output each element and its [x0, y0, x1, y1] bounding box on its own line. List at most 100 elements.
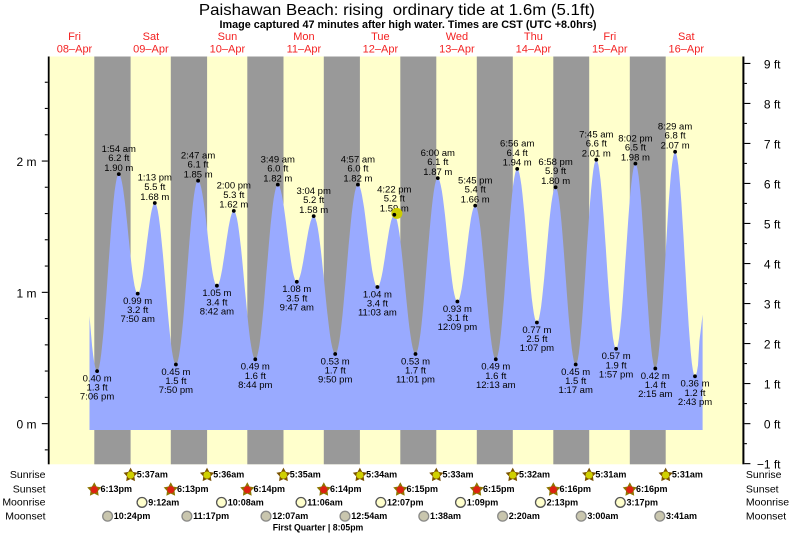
svg-text:1.62 m: 1.62 m — [219, 200, 248, 211]
svg-text:9:50 pm: 9:50 pm — [318, 375, 352, 386]
svg-text:2.5 ft: 2.5 ft — [526, 334, 547, 345]
svg-text:5.5 ft: 5.5 ft — [144, 182, 165, 193]
svg-text:Sunset: Sunset — [13, 483, 46, 495]
svg-text:5.3 ft: 5.3 ft — [223, 190, 244, 201]
svg-text:6.8 ft: 6.8 ft — [665, 131, 686, 142]
svg-text:6.0 ft: 6.0 ft — [267, 164, 288, 175]
svg-text:5:45 pm: 5:45 pm — [458, 175, 492, 186]
svg-text:5:31am: 5:31am — [595, 470, 626, 480]
svg-text:1.5 ft: 1.5 ft — [165, 376, 186, 387]
svg-text:5.9 ft: 5.9 ft — [545, 166, 566, 177]
svg-text:Sunrise: Sunrise — [746, 469, 782, 481]
svg-text:0.53 m: 0.53 m — [401, 356, 430, 367]
svg-text:6:14pm: 6:14pm — [330, 484, 362, 494]
svg-text:0 m: 0 m — [16, 418, 36, 432]
svg-text:Sun: Sun — [218, 31, 238, 43]
svg-text:3:49 am: 3:49 am — [261, 154, 295, 165]
svg-text:1.82 m: 1.82 m — [343, 173, 372, 184]
svg-text:0.45 m: 0.45 m — [561, 367, 590, 378]
svg-text:2:00 pm: 2:00 pm — [217, 181, 251, 192]
svg-text:15–Apr: 15–Apr — [592, 43, 628, 55]
svg-text:1.08 m: 1.08 m — [282, 284, 311, 295]
svg-text:1.5 ft: 1.5 ft — [565, 376, 586, 387]
svg-text:6:15pm: 6:15pm — [407, 484, 439, 494]
svg-text:0.45 m: 0.45 m — [161, 367, 190, 378]
svg-text:5 ft: 5 ft — [764, 218, 781, 232]
svg-text:1.6 ft: 1.6 ft — [485, 371, 506, 382]
svg-text:1:57 pm: 1:57 pm — [599, 369, 633, 380]
svg-text:First Quarter | 8:05pm: First Quarter | 8:05pm — [273, 523, 364, 533]
svg-text:12:07pm: 12:07pm — [387, 497, 424, 507]
svg-text:09–Apr: 09–Apr — [133, 43, 169, 55]
svg-text:11:03 am: 11:03 am — [358, 308, 397, 319]
svg-text:3.2 ft: 3.2 ft — [127, 305, 148, 316]
svg-text:1.87 m: 1.87 m — [423, 167, 452, 178]
svg-text:6:16pm: 6:16pm — [636, 484, 668, 494]
svg-text:3:17pm: 3:17pm — [627, 497, 659, 507]
svg-text:2:20am: 2:20am — [509, 511, 540, 521]
svg-text:8:02 pm: 8:02 pm — [618, 133, 652, 144]
svg-text:9:12am: 9:12am — [148, 497, 179, 507]
svg-text:0.77 m: 0.77 m — [522, 325, 551, 336]
svg-text:16–Apr: 16–Apr — [669, 43, 705, 55]
svg-text:Sat: Sat — [143, 31, 160, 43]
svg-text:3:04 pm: 3:04 pm — [297, 186, 331, 197]
svg-text:6.2 ft: 6.2 ft — [108, 153, 129, 164]
svg-text:0.42 m: 0.42 m — [641, 371, 670, 382]
svg-text:7 ft: 7 ft — [764, 138, 781, 152]
svg-text:6:15pm: 6:15pm — [483, 484, 515, 494]
svg-text:1.98 m: 1.98 m — [621, 152, 650, 163]
svg-text:6.1 ft: 6.1 ft — [427, 157, 448, 168]
svg-text:7:50 am: 7:50 am — [121, 314, 155, 325]
svg-text:12–Apr: 12–Apr — [363, 43, 399, 55]
svg-text:1.80 m: 1.80 m — [541, 176, 570, 187]
svg-text:Sunset: Sunset — [746, 483, 779, 495]
svg-text:4:57 am: 4:57 am — [341, 154, 375, 165]
svg-text:1:09pm: 1:09pm — [467, 497, 499, 507]
svg-text:08–Apr: 08–Apr — [57, 43, 93, 55]
svg-text:0.93 m: 0.93 m — [443, 304, 472, 315]
svg-text:0.49 m: 0.49 m — [241, 362, 270, 373]
svg-text:1.9 ft: 1.9 ft — [606, 360, 627, 371]
svg-text:Sunrise: Sunrise — [10, 469, 46, 481]
svg-text:1.04 m: 1.04 m — [363, 289, 392, 300]
svg-text:5:37am: 5:37am — [137, 470, 168, 480]
svg-text:3.5 ft: 3.5 ft — [286, 293, 307, 304]
svg-text:7:06 pm: 7:06 pm — [80, 392, 114, 403]
svg-text:1 m: 1 m — [16, 286, 36, 300]
svg-text:12:07am: 12:07am — [272, 511, 308, 521]
svg-text:8:42 am: 8:42 am — [200, 306, 234, 317]
svg-text:1.85 m: 1.85 m — [184, 170, 213, 181]
svg-text:8 ft: 8 ft — [764, 97, 781, 111]
svg-text:6:13pm: 6:13pm — [101, 484, 133, 494]
svg-text:1.2 ft: 1.2 ft — [684, 388, 705, 399]
svg-text:2:13pm: 2:13pm — [547, 497, 579, 507]
svg-text:3:00am: 3:00am — [587, 511, 618, 521]
svg-text:2:43 pm: 2:43 pm — [678, 397, 712, 408]
svg-text:Fri: Fri — [68, 31, 81, 43]
svg-text:3 ft: 3 ft — [764, 298, 781, 312]
svg-text:Fri: Fri — [603, 31, 616, 43]
svg-text:5:36am: 5:36am — [213, 470, 244, 480]
svg-text:Paishawan Beach: rising ordin: Paishawan Beach: rising ordinary tide at… — [199, 2, 595, 19]
svg-text:6.1 ft: 6.1 ft — [188, 160, 209, 171]
svg-text:Wed: Wed — [446, 31, 468, 43]
svg-text:3:41am: 3:41am — [666, 511, 697, 521]
svg-text:10:24pm: 10:24pm — [114, 511, 151, 521]
svg-text:1:07 pm: 1:07 pm — [520, 343, 554, 354]
svg-text:7:50 pm: 7:50 pm — [159, 385, 193, 396]
svg-text:Moonrise: Moonrise — [746, 497, 789, 509]
svg-text:6:14pm: 6:14pm — [254, 484, 286, 494]
svg-text:0.36 m: 0.36 m — [680, 379, 709, 390]
svg-text:6:56 am: 6:56 am — [500, 139, 534, 150]
svg-text:6.0 ft: 6.0 ft — [347, 164, 368, 175]
svg-text:Moonset: Moonset — [746, 510, 786, 522]
svg-text:2:15 am: 2:15 am — [638, 389, 672, 400]
svg-text:1:17 am: 1:17 am — [559, 385, 593, 396]
svg-text:Moonrise: Moonrise — [2, 497, 45, 509]
svg-text:6:58 pm: 6:58 pm — [538, 157, 572, 168]
svg-text:2.01 m: 2.01 m — [582, 149, 611, 160]
svg-text:12:09 pm: 12:09 pm — [438, 322, 478, 333]
svg-text:9:47 am: 9:47 am — [280, 302, 314, 313]
svg-text:0.53 m: 0.53 m — [321, 356, 350, 367]
